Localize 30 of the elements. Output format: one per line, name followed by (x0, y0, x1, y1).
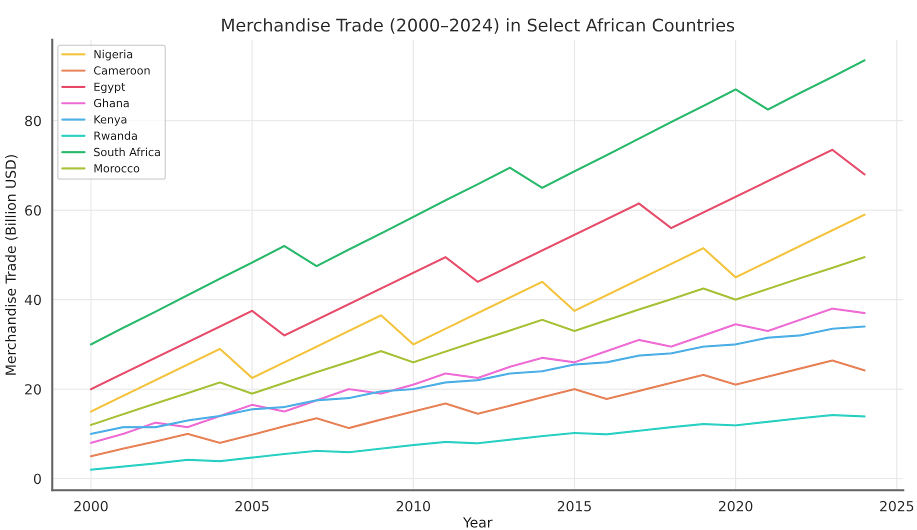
line-series (90, 256, 866, 426)
line-series (90, 325, 866, 435)
y-tick-label: 20 (25, 384, 41, 395)
line-series (90, 414, 866, 471)
y-tick-label: 0 (34, 474, 41, 484)
line-series (90, 59, 866, 346)
legend-label: Egypt (94, 82, 126, 94)
legend-label: South Africa (94, 148, 160, 156)
legend-label: Morocco (94, 164, 140, 173)
y-axis-title: Merchandise Trade (Billion USD) (5, 155, 18, 375)
y-tick-label: 60 (25, 205, 41, 216)
line-series (90, 359, 866, 458)
legend-label: Ghana (94, 98, 129, 108)
line-series (90, 214, 866, 413)
x-tick-label: 2025 (880, 500, 914, 512)
line-series (90, 148, 866, 390)
x-axis-title: Year (463, 517, 492, 528)
x-tick-label: 2010 (396, 500, 430, 512)
line-series (90, 308, 866, 444)
legend-label: Cameroon (94, 66, 150, 75)
x-tick-label: 2015 (558, 500, 591, 512)
x-tick-label: 2005 (235, 500, 269, 512)
chart-title: Merchandise Trade (2000–2024) in Select African Countries (222, 18, 734, 34)
x-tick-label: 2020 (718, 500, 752, 512)
legend-label: Kenya (94, 115, 126, 126)
y-tick-label: 80 (25, 116, 41, 126)
legend-label: Nigeria (94, 50, 132, 61)
x-tick-label: 2000 (74, 500, 108, 512)
legend-label: Rwanda (94, 131, 137, 140)
y-tick-label: 40 (24, 294, 41, 306)
